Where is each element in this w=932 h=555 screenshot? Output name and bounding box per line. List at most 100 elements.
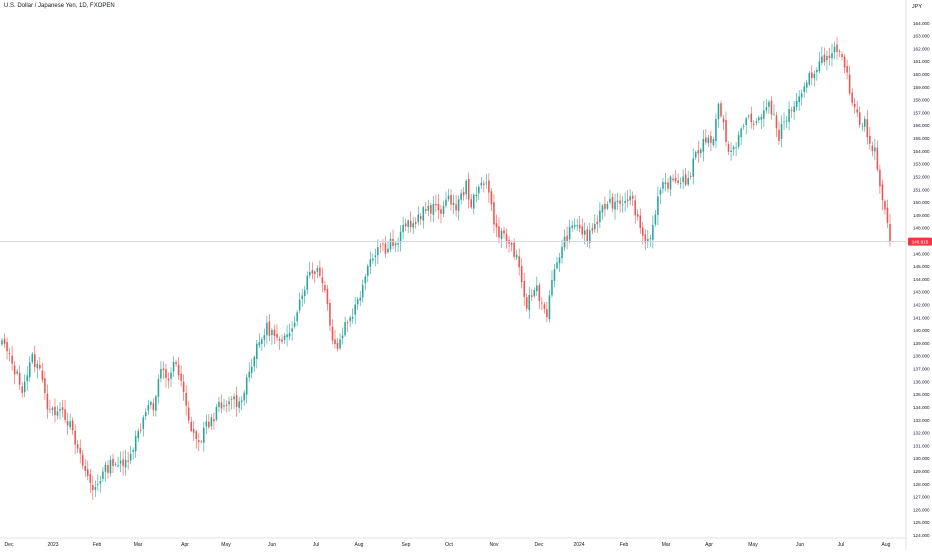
candle xyxy=(344,316,346,337)
last-price-badge: 146.915 xyxy=(908,237,932,246)
candle xyxy=(889,213,891,247)
candle xyxy=(730,142,732,161)
candle xyxy=(609,189,611,205)
candle xyxy=(465,179,467,200)
candle xyxy=(712,137,715,148)
candle xyxy=(493,194,495,234)
candle xyxy=(34,345,36,373)
candle xyxy=(684,168,687,187)
candle xyxy=(339,333,341,351)
candle xyxy=(631,191,634,207)
time-tick-label: Apr xyxy=(705,542,713,548)
candle xyxy=(129,445,132,464)
candle xyxy=(283,332,286,345)
candle xyxy=(576,218,578,232)
candle xyxy=(223,398,225,411)
candle xyxy=(833,41,836,60)
candle xyxy=(293,316,296,329)
candle xyxy=(457,195,460,221)
candle xyxy=(298,292,301,313)
candle xyxy=(235,386,238,417)
candle xyxy=(490,188,493,212)
candle xyxy=(823,47,826,66)
candle xyxy=(755,117,758,126)
candle xyxy=(811,65,813,86)
candle xyxy=(117,456,119,468)
candle xyxy=(89,468,92,494)
candle xyxy=(114,461,117,467)
candle xyxy=(853,98,856,114)
candle xyxy=(798,89,800,111)
candle xyxy=(697,140,700,163)
candle xyxy=(722,114,725,131)
candle xyxy=(508,236,510,253)
time-tick-label: Nov xyxy=(490,542,499,548)
candle xyxy=(836,37,838,60)
candle xyxy=(107,460,109,479)
candle xyxy=(626,189,629,208)
candle xyxy=(629,189,631,206)
candle xyxy=(215,404,218,422)
candle xyxy=(112,453,114,474)
candle xyxy=(717,102,720,128)
price-tick-label: 135.000 xyxy=(913,392,930,397)
candle xyxy=(636,209,639,221)
candle xyxy=(826,50,828,71)
candle xyxy=(536,276,538,296)
candle xyxy=(291,321,293,341)
candle xyxy=(450,189,452,211)
candle xyxy=(334,329,336,349)
candle xyxy=(525,293,528,312)
candle xyxy=(538,282,541,309)
price-tick-label: 127.000 xyxy=(913,495,930,500)
candle xyxy=(341,327,344,345)
candle xyxy=(879,164,881,194)
candle xyxy=(763,100,765,128)
candle xyxy=(876,140,879,172)
candle xyxy=(109,455,112,477)
candle xyxy=(225,400,228,413)
candle xyxy=(346,320,349,333)
candle xyxy=(175,359,177,368)
candle xyxy=(308,261,311,279)
candle xyxy=(245,374,248,404)
candle xyxy=(94,480,97,497)
candle xyxy=(662,178,664,194)
candle xyxy=(760,114,763,130)
candle xyxy=(720,100,722,118)
symbol-title: U.S. Dollar / Japanese Yen, 1D, FXOPEN xyxy=(4,3,115,9)
candle xyxy=(145,408,147,421)
candle xyxy=(137,428,140,443)
candle xyxy=(510,240,513,252)
price-tick-label: 124.000 xyxy=(913,533,930,538)
candle xyxy=(745,116,747,135)
price-tick-label: 138.000 xyxy=(913,354,930,359)
candle xyxy=(39,356,41,371)
candle xyxy=(11,346,13,371)
candle xyxy=(51,406,54,416)
candle xyxy=(740,126,742,146)
time-axis[interactable]: Dec 2023 Feb Mar Apr May Jun Jul Aug Sep Oct Nov Dec… xyxy=(5,542,891,548)
price-tick-label: 157.000 xyxy=(913,110,930,115)
candle xyxy=(13,360,16,385)
candle xyxy=(725,111,727,147)
candle xyxy=(790,106,793,118)
candle xyxy=(414,217,417,229)
price-axis[interactable]: 124.000 125.000 126.000 127.000 128.000 129.0… xyxy=(913,21,930,538)
candle xyxy=(286,325,288,347)
candle xyxy=(240,396,243,411)
candle xyxy=(218,396,220,413)
price-tick-label: 161.000 xyxy=(913,59,930,64)
price-tick-label: 137.000 xyxy=(913,367,930,372)
candle xyxy=(389,232,392,253)
price-tick-label: 162.000 xyxy=(913,46,930,51)
price-tick-label: 140.000 xyxy=(913,328,930,333)
candle xyxy=(828,47,831,66)
candle xyxy=(742,123,745,130)
candle xyxy=(367,263,369,283)
candle xyxy=(652,215,654,249)
candle xyxy=(616,192,619,210)
candle xyxy=(644,229,647,251)
